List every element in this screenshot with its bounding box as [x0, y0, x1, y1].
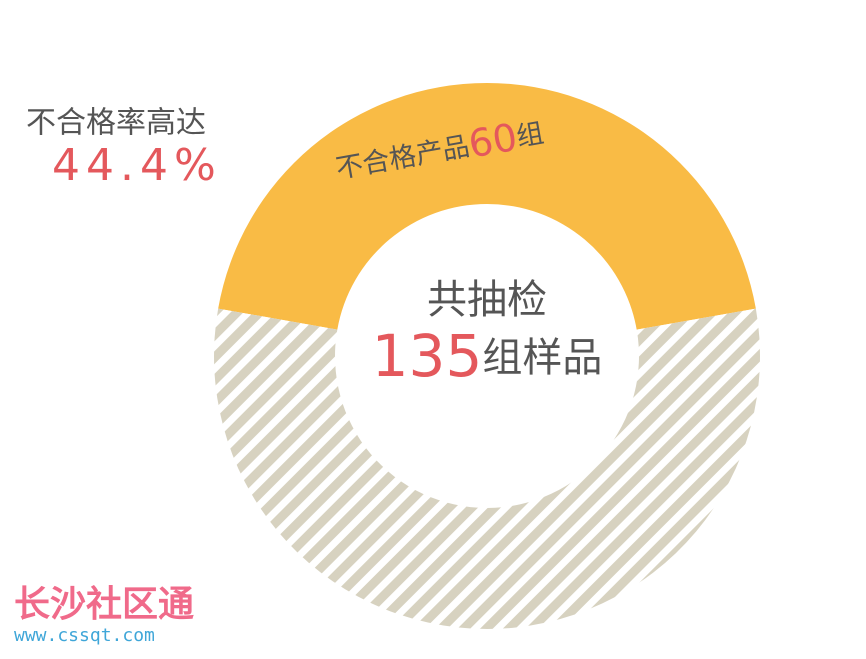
donut-segment: [218, 82, 756, 330]
total-value: 135: [372, 322, 483, 390]
center-total: 135组样品: [372, 322, 603, 390]
segment-unit: 组: [514, 117, 546, 152]
center-title: 共抽检: [427, 277, 547, 323]
rate-value: 44.4%: [52, 140, 222, 191]
segment-value: 60: [465, 114, 520, 166]
donut-ring: [214, 82, 761, 629]
total-suffix: 组样品: [482, 335, 602, 381]
rate-title: 不合格率高达: [26, 106, 206, 141]
donut-segment: [214, 308, 761, 629]
watermark-name: 长沙社区通: [14, 584, 194, 625]
watermark-url: www.cssqt.com: [14, 625, 155, 646]
